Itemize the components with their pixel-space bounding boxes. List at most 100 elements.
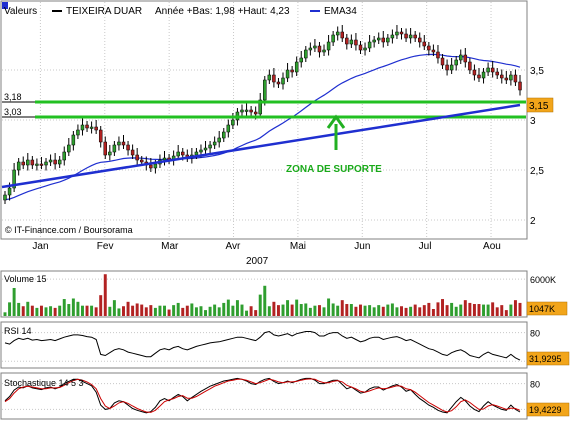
volume-bar [122,306,125,316]
ema-label: EMA34 [324,6,357,17]
candle-up [454,59,458,66]
volume-bar [58,305,62,316]
volume-bar [418,307,422,316]
volume-bar [249,306,253,316]
candle-down [130,149,135,156]
volume-bar [422,305,426,316]
volume-bar [322,307,326,316]
volume-bar [144,307,148,316]
volume-bar [386,304,390,316]
volume-bar [131,305,135,316]
volume-last-badge [526,301,568,316]
rsi-last-label: 31,9295 [529,354,562,364]
y-tick-label: 2,5 [530,166,544,177]
volume-bar [363,305,367,316]
volume-bar [299,304,303,316]
volume-bar [441,299,445,316]
y-tick-label: 3,5 [530,66,544,77]
volume-bar [409,306,413,316]
volume-bar [199,306,203,316]
candle-down [126,144,130,151]
candle-down [513,74,518,83]
candle-up [44,161,48,166]
series-marker-icon [2,2,8,9]
x-tick-label: Aou [483,241,501,252]
candle-down [121,141,126,146]
volume-bar [459,304,463,316]
candle-down [181,151,185,156]
candle-down [276,81,281,85]
rsi-panel-frame [0,321,528,369]
candle-down [249,109,253,113]
volume-bar [140,304,144,316]
candle-up [80,124,85,131]
volume-bar [472,304,476,316]
candle-up [199,149,203,153]
candle-down [317,45,322,53]
candle-down [477,74,481,79]
stoch-lines: 80 19,4229 [2,377,570,417]
volume-bar [454,306,458,316]
candle-up [281,77,285,85]
candle-up [486,67,490,73]
volume-bar [509,304,513,316]
volume-bar [336,305,340,316]
volume-bar [518,302,522,316]
candle-up [16,161,21,171]
x-tick-label: Mar [161,241,179,252]
volume-bar [486,304,490,316]
volume-bar [226,299,230,316]
candle-down [340,31,344,39]
volume-bar [431,308,435,316]
volume-bar [231,305,235,316]
volume-bar [39,305,43,316]
candle-down [98,129,103,143]
support-level-label: 3,03 [4,107,22,117]
candle-up [308,47,313,51]
volume-bar [276,305,280,316]
candle-down [358,44,363,51]
volume-bar [217,307,221,316]
volume-bar [354,306,358,316]
candle-up [240,109,244,113]
candle-down [149,164,153,169]
volume-bar [222,302,226,316]
stoch-last-badge [526,402,570,417]
volume-bar [308,307,312,316]
rsi-tick-label: 80 [530,329,540,339]
candle-down [135,154,139,161]
volume-bar [436,302,440,316]
candle-up [194,151,199,156]
candle-up [108,151,112,156]
volume-bar [8,302,12,316]
candle-down [436,51,440,59]
last-price-label: 3,15 [529,101,549,112]
volume-bar [395,307,399,316]
candle-up [481,71,486,79]
volume-bar [368,305,372,316]
volume-bar [372,307,376,316]
candle-down [290,69,294,73]
candle-up [153,163,158,169]
volume-bar [53,307,57,316]
volume-bar [290,304,294,316]
volume-bar [112,300,116,316]
candle-down [354,39,358,46]
candle-up [76,129,80,136]
uptrend-line [1,103,521,189]
candle-up [112,144,117,153]
candle-up [12,169,16,189]
volume-bar [381,306,385,316]
candle-down [253,111,258,115]
volume-bar [172,305,176,316]
volume-bar [17,302,21,316]
candle-up [258,99,262,115]
x-tick-label: Jul [419,241,432,252]
rsi-last-badge [526,351,570,366]
rsi-title: RSI 14 [4,326,32,336]
volume-bar [295,299,299,316]
volume-bar [208,306,212,316]
volume-bar [495,307,499,316]
candle-down [345,37,349,45]
